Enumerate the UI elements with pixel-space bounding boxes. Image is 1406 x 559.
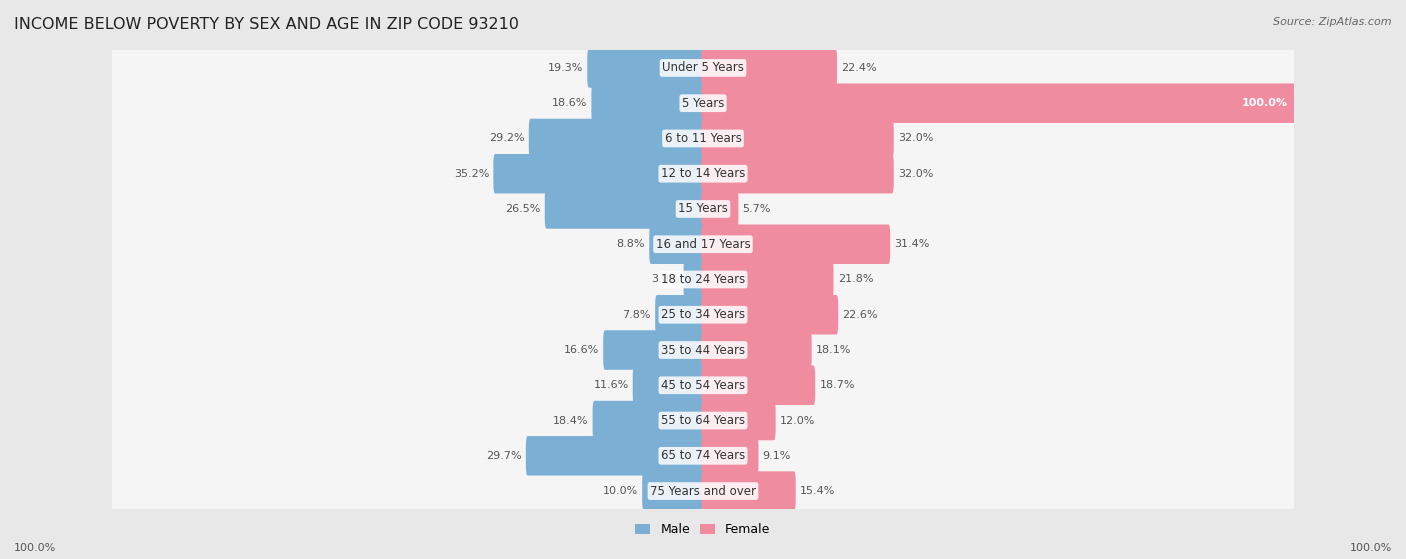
Text: Source: ZipAtlas.com: Source: ZipAtlas.com [1274, 17, 1392, 27]
Text: 26.5%: 26.5% [505, 204, 540, 214]
Text: 32.0%: 32.0% [898, 134, 934, 144]
FancyBboxPatch shape [529, 119, 704, 158]
Text: 12 to 14 Years: 12 to 14 Years [661, 167, 745, 180]
Text: 5 Years: 5 Years [682, 97, 724, 110]
FancyBboxPatch shape [633, 366, 704, 405]
Text: 7.8%: 7.8% [623, 310, 651, 320]
Legend: Male, Female: Male, Female [630, 518, 776, 542]
Text: 29.7%: 29.7% [486, 451, 522, 461]
Text: 35.2%: 35.2% [454, 169, 489, 179]
Text: 9.1%: 9.1% [762, 451, 792, 461]
FancyBboxPatch shape [603, 330, 704, 369]
FancyBboxPatch shape [63, 253, 1343, 306]
Text: 22.4%: 22.4% [841, 63, 877, 73]
Text: 22.6%: 22.6% [842, 310, 877, 320]
FancyBboxPatch shape [592, 401, 704, 440]
FancyBboxPatch shape [655, 295, 704, 334]
FancyBboxPatch shape [63, 358, 1343, 412]
FancyBboxPatch shape [702, 260, 834, 299]
Text: 21.8%: 21.8% [838, 274, 873, 285]
FancyBboxPatch shape [63, 288, 1343, 342]
Text: 18.6%: 18.6% [553, 98, 588, 108]
Text: 55 to 64 Years: 55 to 64 Years [661, 414, 745, 427]
Text: 31.4%: 31.4% [894, 239, 929, 249]
FancyBboxPatch shape [63, 323, 1343, 377]
FancyBboxPatch shape [702, 119, 894, 158]
FancyBboxPatch shape [650, 225, 704, 264]
FancyBboxPatch shape [63, 465, 1343, 518]
FancyBboxPatch shape [63, 112, 1343, 165]
Text: 6 to 11 Years: 6 to 11 Years [665, 132, 741, 145]
Text: 65 to 74 Years: 65 to 74 Years [661, 449, 745, 462]
FancyBboxPatch shape [494, 154, 704, 193]
FancyBboxPatch shape [63, 147, 1343, 201]
FancyBboxPatch shape [63, 41, 1343, 94]
FancyBboxPatch shape [702, 401, 776, 440]
FancyBboxPatch shape [702, 48, 837, 88]
FancyBboxPatch shape [592, 83, 704, 123]
FancyBboxPatch shape [683, 260, 704, 299]
FancyBboxPatch shape [643, 471, 704, 511]
Text: 8.8%: 8.8% [617, 239, 645, 249]
FancyBboxPatch shape [702, 366, 815, 405]
FancyBboxPatch shape [702, 330, 811, 369]
Text: 12.0%: 12.0% [780, 415, 815, 425]
Text: 25 to 34 Years: 25 to 34 Years [661, 308, 745, 321]
FancyBboxPatch shape [702, 154, 894, 193]
FancyBboxPatch shape [702, 471, 796, 511]
FancyBboxPatch shape [63, 77, 1343, 130]
Text: 16 and 17 Years: 16 and 17 Years [655, 238, 751, 251]
Text: 15 Years: 15 Years [678, 202, 728, 215]
Text: 100.0%: 100.0% [1241, 98, 1288, 108]
FancyBboxPatch shape [63, 429, 1343, 482]
FancyBboxPatch shape [63, 182, 1343, 236]
Text: 19.3%: 19.3% [548, 63, 583, 73]
Text: 18 to 24 Years: 18 to 24 Years [661, 273, 745, 286]
Text: 45 to 54 Years: 45 to 54 Years [661, 379, 745, 392]
FancyBboxPatch shape [544, 190, 704, 229]
FancyBboxPatch shape [526, 436, 704, 476]
Text: 75 Years and over: 75 Years and over [650, 485, 756, 498]
Text: 18.1%: 18.1% [815, 345, 851, 355]
Text: 15.4%: 15.4% [800, 486, 835, 496]
Text: 32.0%: 32.0% [898, 169, 934, 179]
Text: 11.6%: 11.6% [593, 380, 628, 390]
FancyBboxPatch shape [702, 295, 838, 334]
Text: Under 5 Years: Under 5 Years [662, 61, 744, 74]
Text: 100.0%: 100.0% [14, 543, 56, 553]
FancyBboxPatch shape [702, 190, 738, 229]
Text: 10.0%: 10.0% [603, 486, 638, 496]
Text: 16.6%: 16.6% [564, 345, 599, 355]
FancyBboxPatch shape [588, 48, 704, 88]
FancyBboxPatch shape [702, 225, 890, 264]
Text: 5.7%: 5.7% [742, 204, 770, 214]
Text: 35 to 44 Years: 35 to 44 Years [661, 344, 745, 357]
FancyBboxPatch shape [63, 394, 1343, 447]
Text: 3.0%: 3.0% [651, 274, 679, 285]
FancyBboxPatch shape [702, 436, 758, 476]
Text: 100.0%: 100.0% [1350, 543, 1392, 553]
Text: 18.4%: 18.4% [553, 415, 589, 425]
Text: 29.2%: 29.2% [489, 134, 524, 144]
Text: 18.7%: 18.7% [820, 380, 855, 390]
FancyBboxPatch shape [702, 83, 1295, 123]
Text: INCOME BELOW POVERTY BY SEX AND AGE IN ZIP CODE 93210: INCOME BELOW POVERTY BY SEX AND AGE IN Z… [14, 17, 519, 32]
FancyBboxPatch shape [63, 217, 1343, 271]
